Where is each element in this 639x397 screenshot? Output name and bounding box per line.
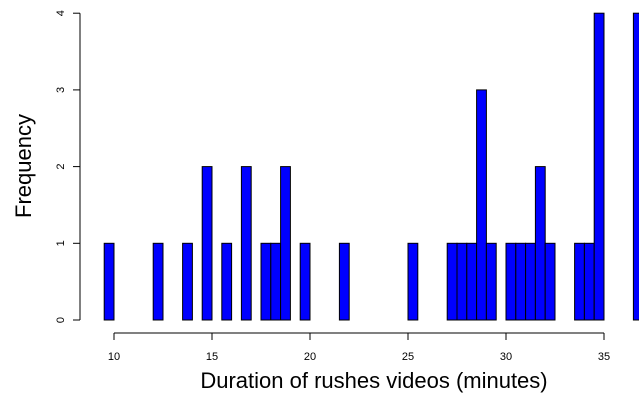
histogram-bar [505,242,517,321]
histogram-bar [299,242,311,321]
histogram-bar [544,242,556,321]
histogram-bar [221,242,233,321]
histogram-bar [466,242,478,321]
x-tick-label: 30 [500,351,512,363]
histogram-bar [152,242,164,321]
histogram-bar [338,242,350,321]
histogram-bar [485,242,497,321]
y-tick-label: 3 [55,87,67,93]
histogram-bar [515,242,527,321]
x-tick-label: 10 [108,351,120,363]
bars-layer [103,12,639,321]
y-tick-label: 2 [55,164,67,170]
x-tick-label: 25 [402,351,414,363]
histogram-bar [583,242,595,321]
y-tick-label: 0 [55,317,67,323]
y-tick-label: 4 [55,10,67,16]
histogram-bar [476,89,487,321]
histogram-bar [632,12,639,321]
histogram-bar [270,242,282,321]
histogram-bar [260,242,272,321]
axes-layer: 10 15 20 25 30 35 0 1 2 3 4 [55,10,610,363]
x-tick-label: 20 [304,351,316,363]
x-tick-label: 15 [206,351,218,363]
x-tick-label: 35 [598,351,610,363]
histogram-bar [201,166,213,321]
histogram-bar [456,242,468,321]
histogram-bar [446,242,458,321]
histogram-bar [103,242,115,321]
histogram-bar [593,12,605,321]
x-axis-title: Duration of rushes videos (minutes) [200,368,547,393]
histogram-bar [280,166,291,321]
y-tick-label: 1 [55,240,67,246]
y-axis-title: Frequency [11,114,36,218]
histogram-bar [534,166,546,321]
histogram-bar [182,242,193,321]
histogram-bar [407,242,419,321]
histogram-bar [525,242,536,321]
histogram-bar [240,166,252,321]
histogram-bar [574,242,585,321]
